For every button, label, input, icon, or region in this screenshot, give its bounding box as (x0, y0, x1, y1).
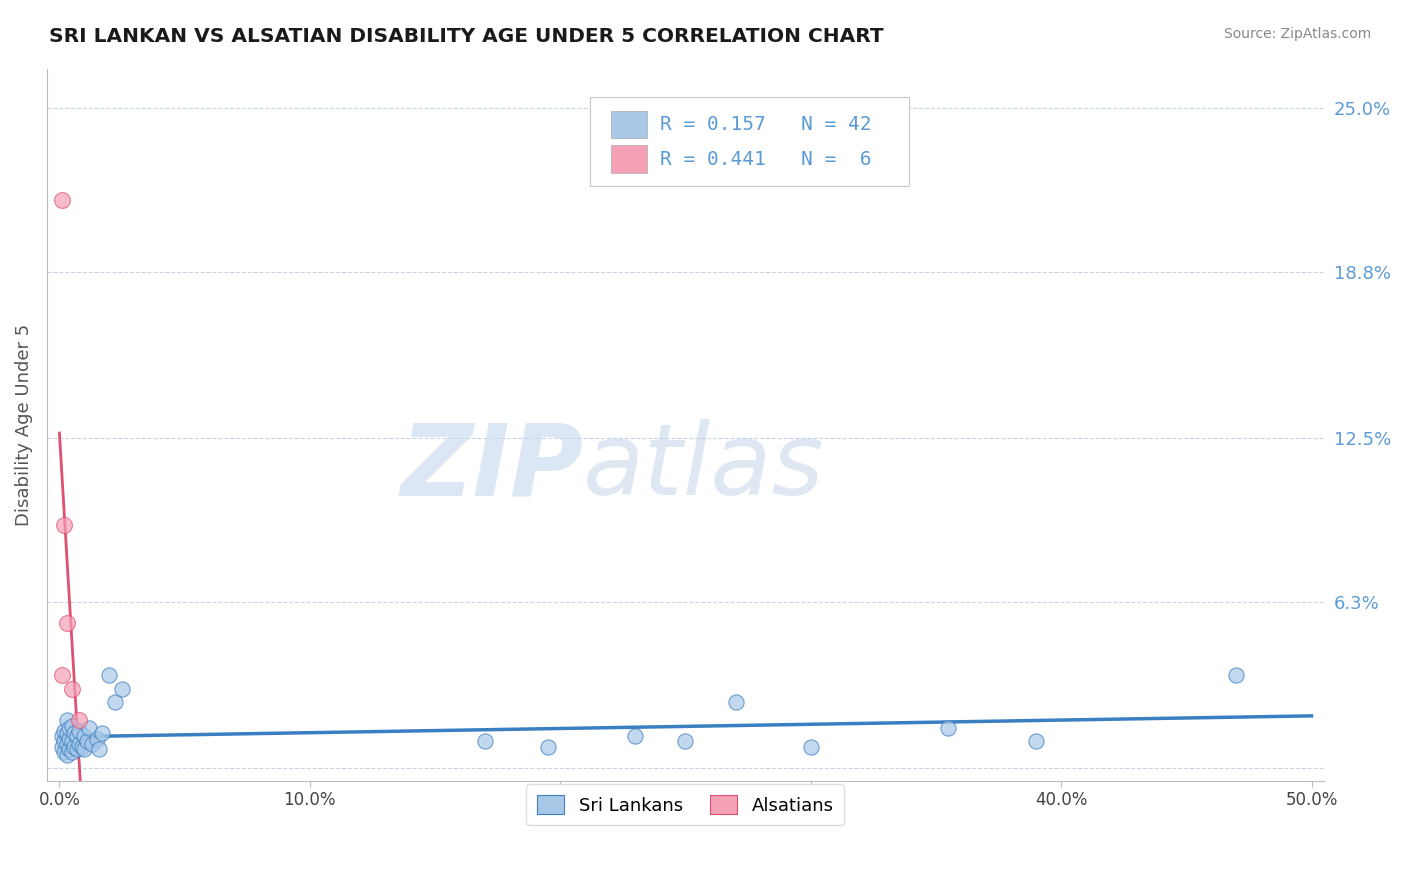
Point (69, 737, 91, 751)
Legend: Sri Lankans, Alsatians: Sri Lankans, Alsatians (526, 784, 845, 825)
Point (53, 745, 76, 759)
Point (1025, 734, 1047, 748)
Point (56, 615, 79, 630)
Point (63, 739, 86, 754)
Point (51, 194, 73, 208)
Point (98, 668, 121, 682)
Point (60, 718, 83, 732)
Point (69, 723, 91, 738)
Point (70, 739, 93, 754)
Point (58, 742, 80, 756)
Point (56, 726, 79, 740)
FancyBboxPatch shape (612, 111, 647, 137)
Point (111, 681, 134, 696)
Point (675, 734, 697, 748)
Point (69, 714, 91, 728)
Point (63, 726, 86, 740)
Point (80, 737, 103, 751)
Text: atlas: atlas (583, 419, 825, 516)
Point (537, 739, 560, 754)
Point (58, 721, 80, 735)
Point (60, 734, 83, 748)
Y-axis label: Disability Age Under 5: Disability Age Under 5 (15, 324, 32, 526)
Point (66, 729, 89, 743)
Point (1225, 668, 1247, 682)
Point (51, 729, 73, 743)
Point (73, 742, 96, 756)
Text: ZIP: ZIP (401, 419, 583, 516)
Point (53, 734, 76, 748)
Point (91, 726, 114, 740)
Text: SRI LANKAN VS ALSATIAN DISABILITY AGE UNDER 5 CORRELATION CHART: SRI LANKAN VS ALSATIAN DISABILITY AGE UN… (49, 27, 884, 45)
Point (724, 695, 747, 709)
Point (51, 668, 73, 682)
Point (103, 695, 125, 709)
Point (51, 739, 73, 754)
Point (89, 742, 111, 756)
Text: R = 0.441   N =  6: R = 0.441 N = 6 (659, 150, 872, 169)
Point (60, 745, 83, 759)
Point (56, 737, 79, 751)
Point (73, 729, 96, 743)
Point (56, 747, 79, 762)
Text: Source: ZipAtlas.com: Source: ZipAtlas.com (1223, 27, 1371, 41)
Text: R = 0.157   N = 42: R = 0.157 N = 42 (659, 114, 872, 134)
FancyBboxPatch shape (612, 145, 647, 172)
Point (624, 729, 647, 743)
Point (53, 518, 76, 533)
Point (938, 721, 960, 735)
Point (60, 681, 83, 696)
Point (56, 714, 79, 728)
Point (800, 739, 823, 754)
Point (86, 731, 108, 746)
Point (76, 734, 98, 748)
Point (66, 742, 89, 756)
Point (58, 731, 80, 746)
Point (474, 734, 496, 748)
Point (79, 721, 101, 735)
Point (53, 723, 76, 738)
FancyBboxPatch shape (589, 97, 908, 186)
